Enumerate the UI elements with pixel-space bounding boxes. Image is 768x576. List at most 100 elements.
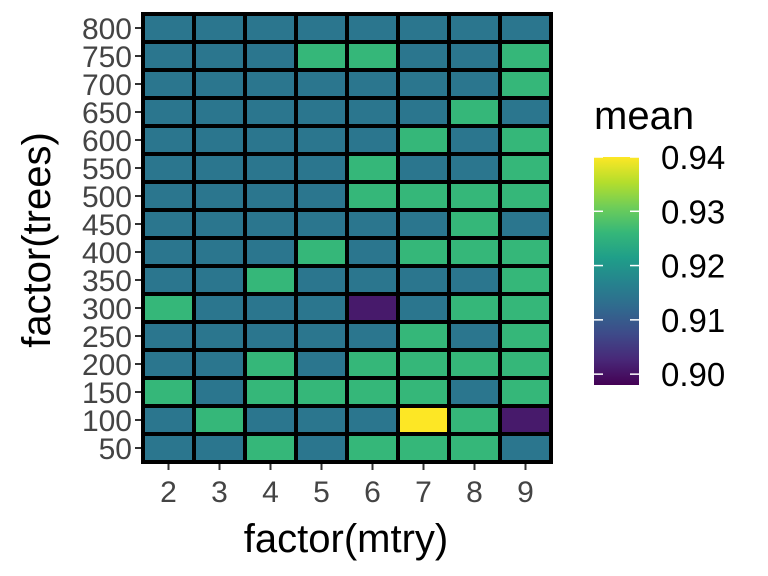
heatmap-cell	[345, 124, 400, 156]
heatmap-cell	[294, 208, 349, 240]
y-tick-label: 500	[82, 181, 132, 214]
heatmap-cell	[141, 404, 196, 436]
heatmap-cell	[345, 292, 400, 324]
heatmap-cell	[192, 180, 247, 212]
heatmap-cell	[396, 180, 451, 212]
color-legend: mean 0.94 0.93 0.92 0.91 0.90	[594, 94, 725, 393]
x-axis-title: factor(mtry)	[244, 517, 448, 561]
heatmap-cell	[498, 124, 553, 156]
heatmap-cell	[141, 124, 196, 156]
heatmap-cell	[345, 320, 400, 352]
heatmap-cell	[294, 124, 349, 156]
heatmap-cell	[192, 320, 247, 352]
heatmap-cell	[294, 404, 349, 436]
heatmap-cell	[447, 236, 502, 268]
x-tick-label: 3	[211, 476, 228, 509]
heatmap-cell	[294, 12, 349, 44]
heatmap-cell	[447, 404, 502, 436]
heatmap-cell	[192, 236, 247, 268]
y-tick-label: 200	[82, 349, 132, 382]
heatmap-cell	[345, 96, 400, 128]
heatmap-cell	[141, 152, 196, 184]
heatmap-cell	[243, 264, 298, 296]
heatmap-cell	[498, 404, 553, 436]
heatmap-cell	[396, 236, 451, 268]
y-tick-label: 450	[82, 209, 132, 242]
heatmap-cell	[345, 208, 400, 240]
heatmap-cell	[498, 40, 553, 72]
heatmap-cell	[294, 96, 349, 128]
heatmap-cell	[141, 96, 196, 128]
heatmap-cell	[345, 432, 400, 464]
heatmap-cell	[498, 320, 553, 352]
x-tick-label: 7	[415, 476, 432, 509]
heatmap-cell	[447, 96, 502, 128]
heatmap-cell	[498, 348, 553, 380]
heatmap-cell	[447, 376, 502, 408]
heatmap-cell	[396, 208, 451, 240]
heatmap-cell	[498, 264, 553, 296]
y-tick-label: 250	[82, 321, 132, 354]
y-tick-label: 800	[82, 13, 132, 46]
heatmap-cell	[192, 40, 247, 72]
heatmap-cell	[498, 208, 553, 240]
heatmap-cell	[141, 208, 196, 240]
heatmap-cell	[141, 264, 196, 296]
x-tick-label: 4	[262, 476, 279, 509]
heatmap-cell	[498, 152, 553, 184]
heatmap-cell	[294, 180, 349, 212]
heatmap-cell	[294, 68, 349, 100]
y-tick-label: 650	[82, 97, 132, 130]
heatmap-cell	[396, 152, 451, 184]
x-tick-label: 2	[160, 476, 177, 509]
heatmap-cell	[345, 236, 400, 268]
x-tick-label: 6	[364, 476, 381, 509]
heatmap-cell	[243, 124, 298, 156]
y-tick-label: 50	[99, 433, 132, 466]
heatmap-cell	[294, 432, 349, 464]
heatmap-cell	[396, 96, 451, 128]
x-tick-label: 9	[517, 476, 534, 509]
heatmap-cell	[243, 40, 298, 72]
heatmap-cell	[243, 292, 298, 324]
heatmap-cell	[447, 292, 502, 324]
y-tick-label: 550	[82, 153, 132, 186]
heatmap-cell	[447, 320, 502, 352]
y-tick-label: 700	[82, 69, 132, 102]
heatmap-cell	[396, 376, 451, 408]
heatmap-cell	[243, 208, 298, 240]
heatmap-cell	[447, 348, 502, 380]
heatmap-cell	[396, 320, 451, 352]
heatmap-cell	[345, 40, 400, 72]
legend-colorbar	[594, 157, 639, 385]
heatmap-cell	[141, 320, 196, 352]
heatmap-cell	[498, 432, 553, 464]
heatmap-cell	[345, 376, 400, 408]
heatmap-cell	[141, 292, 196, 324]
y-tick-label: 750	[82, 41, 132, 74]
heatmap-cell	[294, 264, 349, 296]
heatmap-cell	[345, 12, 400, 44]
heatmap-cell	[294, 40, 349, 72]
heatmap-cell	[141, 68, 196, 100]
heatmap-cell	[243, 180, 298, 212]
heatmap-cell	[498, 236, 553, 268]
legend-label: 0.92	[661, 248, 725, 285]
heatmap-cell	[396, 40, 451, 72]
heatmap-cell	[141, 236, 196, 268]
heatmap-cell	[345, 180, 400, 212]
heatmap-cell	[447, 208, 502, 240]
heatmap-cell	[396, 404, 451, 436]
heatmap-cell	[345, 264, 400, 296]
heatmap-cell	[396, 264, 451, 296]
heatmap-cell	[192, 96, 247, 128]
heatmap-cell	[396, 12, 451, 44]
heatmap-cell	[396, 348, 451, 380]
heatmap-cell	[447, 12, 502, 44]
heatmap-cell	[294, 320, 349, 352]
x-tick-label: 5	[313, 476, 330, 509]
x-tick-label: 8	[466, 476, 483, 509]
heatmap-cell	[243, 320, 298, 352]
heatmap-cell	[447, 264, 502, 296]
y-tick-label: 600	[82, 125, 132, 158]
